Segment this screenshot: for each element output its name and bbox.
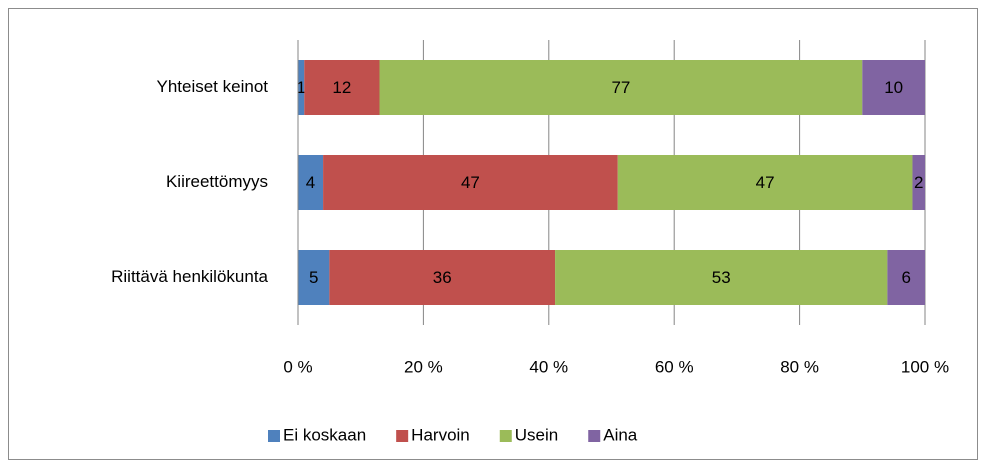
bar-segment <box>617 155 913 210</box>
y-tick-label: Riittävä henkilökunta <box>111 267 268 286</box>
bar-segment <box>323 155 618 210</box>
legend-label: Ei koskaan <box>283 425 366 444</box>
data-label: 47 <box>756 173 775 192</box>
legend-swatch <box>499 430 512 442</box>
bar-segment <box>329 250 556 305</box>
data-label: 12 <box>332 78 351 97</box>
data-label: 5 <box>309 268 318 287</box>
bar-segment <box>862 60 925 115</box>
legend-swatch <box>588 430 601 442</box>
legend-swatch <box>268 430 280 442</box>
bar-segment <box>298 155 324 210</box>
bar-segment <box>912 155 925 210</box>
legend-swatch <box>396 430 409 442</box>
data-label: 1 <box>296 78 305 97</box>
legend-label: Aina <box>603 425 638 444</box>
data-label: 47 <box>461 173 480 192</box>
data-label: 4 <box>306 173 315 192</box>
y-tick-label: Kiireettömyys <box>166 172 268 191</box>
legend-label: Harvoin <box>411 425 470 444</box>
x-tick-label: 20 % <box>404 357 443 376</box>
x-tick-label: 80 % <box>780 357 819 376</box>
bar-segment <box>887 250 925 305</box>
x-tick-label: 40 % <box>529 357 568 376</box>
bar-segment <box>304 60 380 115</box>
data-label: 77 <box>611 78 630 97</box>
bar-segment <box>298 60 305 115</box>
y-tick-label: Yhteiset keinot <box>156 77 268 96</box>
bar-segment <box>379 60 863 115</box>
x-tick-label: 100 % <box>901 357 949 376</box>
data-label: 2 <box>914 173 923 192</box>
legend-label: Usein <box>515 425 558 444</box>
bar-segment <box>298 250 330 305</box>
data-label: 53 <box>712 268 731 287</box>
x-tick-label: 60 % <box>655 357 694 376</box>
data-label: 36 <box>433 268 452 287</box>
x-tick-label: 0 % <box>283 357 312 376</box>
bar-segment <box>555 250 888 305</box>
data-label: 6 <box>901 268 910 287</box>
data-label: 10 <box>884 78 903 97</box>
